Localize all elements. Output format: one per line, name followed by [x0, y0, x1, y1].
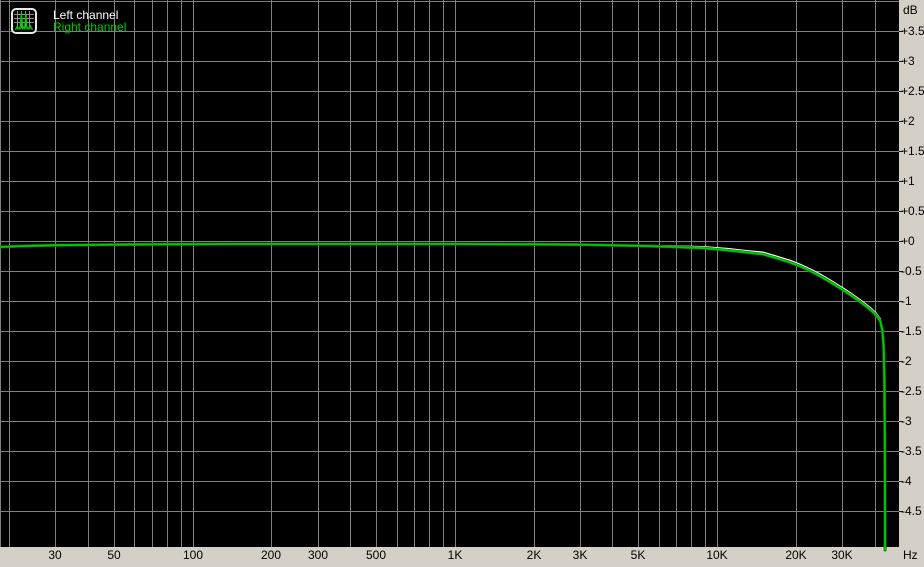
- spectrum-analyzer-icon: [11, 8, 37, 34]
- x-axis-strip: [0, 547, 899, 567]
- y-axis-strip: [899, 0, 924, 567]
- legend-item-left-channel: Left channel: [53, 8, 119, 22]
- legend-item-right-channel: Right channel: [53, 20, 127, 34]
